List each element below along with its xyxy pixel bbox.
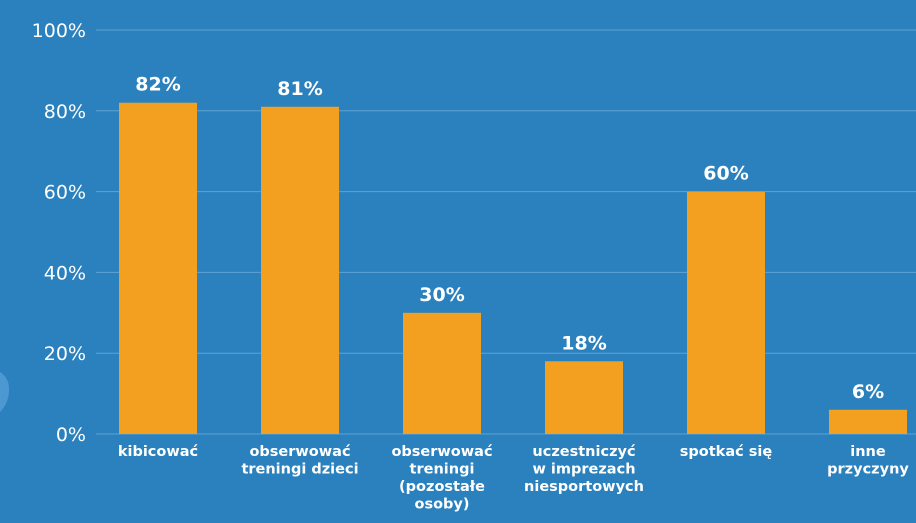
y-tick-label: 80% <box>44 101 86 123</box>
value-label: 82% <box>135 74 180 96</box>
y-tick-label: 20% <box>44 343 86 365</box>
value-label: 30% <box>419 284 464 306</box>
bar-4 <box>687 191 765 434</box>
bar-1 <box>261 106 339 434</box>
category-label: kibicować <box>118 444 199 460</box>
decorative-shape <box>0 372 10 412</box>
bar-3 <box>545 361 623 434</box>
bar-0 <box>119 102 197 434</box>
bar-5 <box>829 409 907 434</box>
category-label: uczestniczyć w imprezach niesportowych <box>524 444 644 495</box>
value-label: 60% <box>703 163 748 185</box>
category-label: obserwować treningi dzieci <box>241 444 358 478</box>
grid-lines <box>96 29 916 435</box>
y-tick-label: 60% <box>44 182 86 204</box>
category-label: inne przyczyny <box>827 444 909 478</box>
value-labels: 82% 81% 30% 18% 60% 6% <box>135 74 884 403</box>
y-tick-label: 40% <box>44 262 86 284</box>
category-label: obserwować treningi (pozostałe osoby) <box>391 444 492 513</box>
value-label: 81% <box>277 78 322 100</box>
y-tick-label: 0% <box>56 424 86 446</box>
bars <box>119 102 907 434</box>
category-label: spotkać się <box>680 444 773 460</box>
value-label: 6% <box>852 381 884 403</box>
category-labels: kibicować obserwować treningi dzieci obserw… <box>118 444 910 513</box>
value-label: 18% <box>561 332 606 354</box>
y-axis-ticks: 0% 20% 40% 60% 80% 100% <box>32 20 86 446</box>
y-tick-label: 100% <box>32 20 86 42</box>
bar-2 <box>403 312 481 434</box>
